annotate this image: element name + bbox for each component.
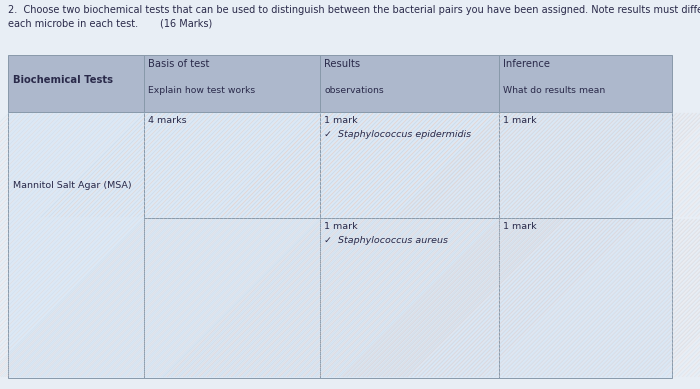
Text: 2.  Choose two biochemical tests that can be used to distinguish between the bac: 2. Choose two biochemical tests that can…	[8, 5, 700, 15]
Text: ✓  Staphylococcus epidermidis: ✓ Staphylococcus epidermidis	[324, 130, 471, 139]
Text: Basis of test: Basis of test	[148, 59, 209, 69]
Text: 4 marks: 4 marks	[148, 116, 187, 125]
Bar	[320, 55, 499, 112]
Bar	[8, 112, 144, 378]
Bar	[8, 55, 144, 112]
Bar	[144, 112, 320, 218]
Text: Explain how test works: Explain how test works	[148, 86, 256, 95]
Text: 1 mark: 1 mark	[324, 116, 358, 125]
Bar	[499, 112, 672, 218]
Bar	[499, 218, 672, 378]
Text: each microbe in each test.       (16 Marks): each microbe in each test. (16 Marks)	[8, 18, 212, 28]
Text: 1 mark: 1 mark	[503, 116, 537, 125]
Bar	[144, 55, 320, 112]
Text: observations: observations	[324, 86, 384, 95]
Text: Biochemical Tests: Biochemical Tests	[13, 75, 113, 84]
Bar	[144, 218, 320, 378]
Text: Mannitol Salt Agar (MSA): Mannitol Salt Agar (MSA)	[13, 181, 132, 190]
Bar	[499, 55, 672, 112]
Text: 1 mark: 1 mark	[503, 222, 537, 231]
Text: What do results mean: What do results mean	[503, 86, 606, 95]
Text: 1 mark: 1 mark	[324, 222, 358, 231]
Bar	[320, 112, 499, 218]
Text: Results: Results	[324, 59, 360, 69]
Text: ✓  Staphylococcus aureus: ✓ Staphylococcus aureus	[324, 236, 448, 245]
Bar	[320, 218, 499, 378]
Text: Inference: Inference	[503, 59, 550, 69]
